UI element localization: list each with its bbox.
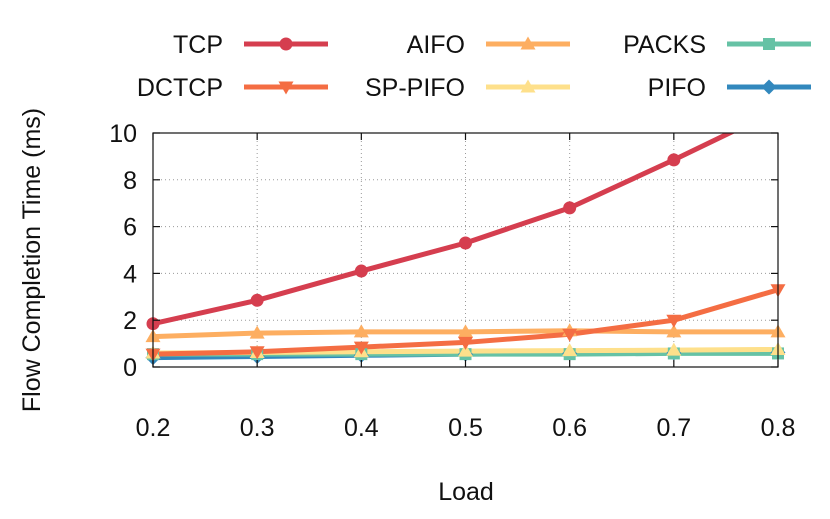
legend-marker-dctcp — [278, 81, 294, 95]
x-tick-label: 0.7 — [656, 414, 691, 442]
x-tick-label: 0.2 — [136, 414, 171, 442]
data-point-dctcp — [353, 341, 369, 355]
data-point-tcp — [250, 293, 264, 307]
y-axis-label: Flow Completion Time (ms) — [18, 108, 46, 412]
data-point-aifo — [666, 324, 682, 338]
legend-label-pifo: PIFO — [648, 74, 706, 102]
legend-label-tcp: TCP — [173, 31, 223, 59]
data-point-aifo — [458, 324, 473, 338]
x-tick-label: 0.6 — [552, 414, 587, 442]
y-tick-label: 8 — [123, 167, 137, 195]
legend: TCP AIFO PACKS DCTCP SP-PIFO PIFO — [137, 31, 811, 102]
data-point-dctcp — [562, 328, 578, 342]
ticks: 0.2 0.3 0.4 0.5 0.6 0.7 0.8 0 2 4 6 8 10 — [109, 120, 795, 442]
x-tick-label: 0.3 — [240, 414, 275, 442]
legend-label-packs: PACKS — [623, 31, 706, 59]
data-point-dctcp — [249, 346, 265, 360]
data-point-dctcp — [458, 336, 473, 350]
y-tick-label: 2 — [123, 307, 137, 335]
data-point-tcp — [354, 264, 368, 278]
data-point-tcp — [459, 236, 472, 250]
data-point-sp-pifo — [562, 343, 578, 357]
legend-marker-pifo — [761, 79, 777, 95]
y-tick-label: 6 — [123, 214, 137, 242]
legend-marker-tcp — [279, 37, 293, 51]
y-tick-label: 0 — [123, 354, 137, 382]
x-tick-label: 0.4 — [344, 414, 379, 442]
legend-marker-sp-pifo — [520, 79, 536, 93]
data-point-aifo — [353, 324, 369, 338]
data-point-sp-pifo — [458, 343, 473, 357]
data-point-sp-pifo — [666, 342, 682, 356]
legend-marker-packs — [763, 38, 775, 50]
x-axis-label: Load — [438, 478, 494, 506]
legend-label-aifo: AIFO — [407, 31, 465, 59]
legend-label-sp-pifo: SP-PIFO — [365, 74, 465, 102]
data-point-tcp — [563, 201, 577, 215]
data-point-tcp — [667, 153, 681, 167]
y-tick-label: 4 — [123, 260, 137, 288]
x-tick-label: 0.8 — [761, 414, 796, 442]
x-tick-label: 0.5 — [448, 414, 483, 442]
y-tick-label: 10 — [109, 120, 137, 148]
legend-label-dctcp: DCTCP — [137, 74, 223, 102]
data-point-dctcp — [666, 314, 682, 328]
data-point-aifo — [249, 325, 265, 339]
legend-marker-aifo — [520, 36, 536, 50]
